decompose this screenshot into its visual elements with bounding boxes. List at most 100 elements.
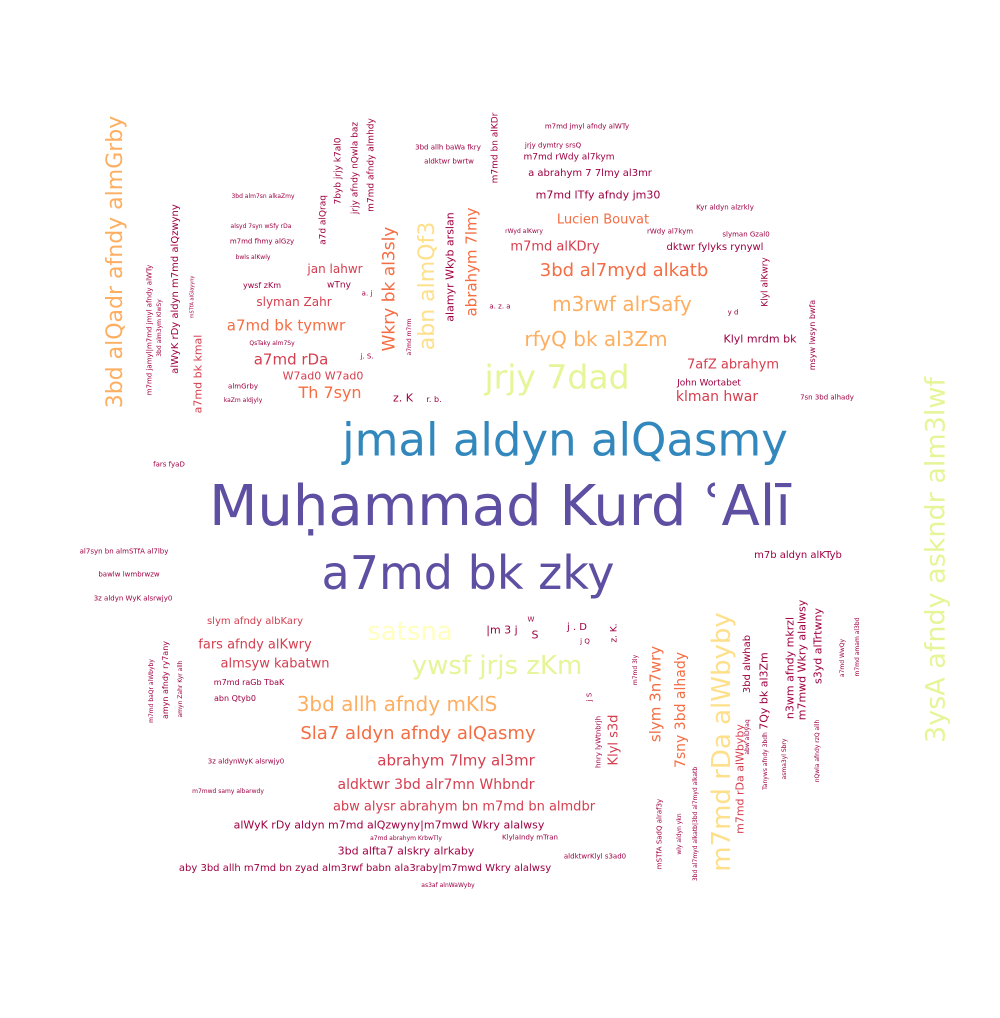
word-cloud-term: j. S. — [360, 352, 374, 361]
word-cloud-term: bwls alKwly — [235, 254, 271, 261]
word-cloud-term: 3z aldynWyK alsrwjy0 — [207, 757, 285, 766]
word-cloud-term: dktwr fylyks rynywl — [666, 242, 764, 253]
word-cloud-term: al7syn bn almSTfA al7lby — [79, 547, 169, 556]
word-cloud-term: 3bd alQadr afndy almGrby — [103, 115, 128, 409]
word-cloud-term: m7md rDa alWbyby — [707, 612, 737, 872]
word-cloud-term: rWyd alKwry — [505, 228, 543, 235]
word-cloud-term: Klyl s3d — [606, 714, 622, 766]
word-cloud-term: asma3yl Sbry — [781, 738, 788, 780]
word-cloud-term: m7mwd Wkry alalwsy — [795, 599, 809, 721]
word-cloud-term: amyn Zahr Kyr allh — [177, 660, 184, 718]
word-cloud-term: slyman Gzal0 — [722, 230, 770, 239]
word-cloud-term: |m 3 j — [486, 623, 518, 637]
word-cloud-term: m7md rWdy al7kym — [523, 152, 615, 163]
word-cloud-term: a7md bk kmal — [191, 334, 205, 414]
word-cloud-term: abn Qtyb0 — [214, 694, 256, 703]
word-cloud-term: m7md amam al3bd — [854, 617, 861, 677]
word-cloud-term: wly aldyn ykn — [676, 813, 683, 855]
word-cloud-term: jrjy afndy nQwla baz — [350, 121, 361, 215]
word-cloud-term: a7md WwQy — [839, 638, 846, 678]
word-cloud-term: z. K — [393, 391, 413, 405]
word-cloud-term: Kyr aldyn alzrkly — [696, 203, 754, 212]
word-cloud-term: KlylaIndy mTran — [502, 833, 558, 842]
word-cloud-term: s3yd alTrtwny — [811, 608, 825, 684]
word-cloud-term: ywsf zKm — [242, 281, 282, 290]
word-cloud-term: hnry lyWtnbrjh — [594, 715, 603, 769]
word-cloud-term: 7byb jrjy k7al0 — [333, 137, 344, 205]
word-cloud-term: mSTfA alGlayyny — [189, 275, 196, 319]
word-cloud-term: m7md lTfy afndy jm30 — [535, 188, 661, 202]
word-cloud-term: nQwla afndy rzQ allh — [814, 719, 821, 783]
word-cloud-term: Muḥammad Kurd ʿAlī — [209, 474, 791, 539]
word-cloud-term: 3bd alm3ym KlwSy — [156, 299, 163, 357]
word-cloud-term: alWyK rDy aldyn m7md alQzwyny|m7mwd Wkry… — [233, 818, 545, 832]
word-cloud-term: W — [527, 615, 535, 624]
word-cloud-term: alamyr Wkyb arslan — [443, 212, 457, 322]
word-cloud-term: abw alysr abrahym bn m7md bn almdbr — [332, 799, 596, 815]
word-cloud-term: fars fyaD — [153, 460, 185, 469]
word-cloud-term: jrjy 7dad — [484, 357, 630, 397]
word-cloud-term: 3z aldyn WyK alsrwjy0 — [93, 594, 173, 603]
word-cloud-term: 3ysA afndy askndr alm3lwf — [920, 377, 952, 743]
word-cloud-term: m7md bn alKDr — [490, 112, 501, 184]
word-cloud-term: aldktwrKlyl s3ad0 — [563, 852, 627, 861]
word-cloud-term: almsyw kabatwn — [220, 656, 330, 672]
word-cloud-term: kaZm aldjyly — [223, 397, 263, 404]
word-cloud-term: wTny — [327, 280, 351, 291]
word-cloud-term: j Q — [580, 637, 590, 646]
word-cloud-term: a7md bk tymwr — [226, 316, 346, 335]
word-cloud-term: amyn afndy ry7any — [161, 640, 170, 720]
word-cloud-term: slym afndy albKary — [206, 616, 304, 627]
word-cloud-term: a7d alQraq — [318, 195, 329, 245]
word-cloud-term: satsna — [367, 617, 453, 647]
word-cloud-term: 3bd alfta7 alskry alrkaby — [337, 844, 475, 858]
word-cloud-term: 7sn 3bd alhady — [800, 393, 854, 402]
word-cloud-term: alWyK rDy aldyn m7md alQzwyny — [170, 204, 181, 374]
word-cloud-term: ywsf jrjs zKm — [411, 651, 583, 681]
word-cloud-term: a. j — [361, 289, 373, 298]
word-cloud-term: j S — [585, 692, 594, 702]
word-cloud-term: Tanyws afndy 3bdh — [762, 732, 769, 790]
word-cloud-term: msyw lwsyn bwfa — [808, 299, 817, 371]
word-cloud-term: abw alDyaq — [744, 719, 751, 755]
word-cloud-term: slym 3n7wry — [646, 645, 665, 743]
word-cloud-term: W7ad0 W7ad0 — [282, 369, 364, 383]
word-cloud-term: John Wortabet — [677, 378, 741, 389]
word-cloud-term: jrjy dymtry srsQ — [524, 141, 582, 150]
word-cloud-term: jmal aldyn alQasmy — [342, 413, 788, 467]
word-cloud-term: aldktwr bwrtw — [424, 157, 474, 166]
word-cloud-term: m3rwf alrSafy — [552, 292, 692, 316]
word-cloud-term: m7md 3ly — [632, 654, 639, 686]
word-cloud-term: m7md fhmy alGzy — [229, 237, 295, 246]
word-cloud-term: m7md jamyl|m7md jmyl afndy alWTy — [145, 264, 154, 396]
word-cloud-term: r. b. — [426, 395, 442, 404]
word-cloud-term: m7mwd samy albarwdy — [192, 788, 264, 795]
word-cloud-term: a7md rDa — [253, 350, 329, 369]
word-cloud-term: Klyl alKwry — [760, 257, 771, 307]
word-cloud-term: j . D — [566, 622, 588, 633]
word-cloud-term: slyman Zahr — [256, 295, 332, 309]
word-cloud-term: a7md abrahym KrbwTly — [370, 835, 442, 842]
word-cloud-term: m7md alKDry — [510, 239, 600, 255]
word-cloud-term: 7afZ abrahym — [687, 357, 779, 373]
word-cloud-term: fars afndy alKwry — [198, 637, 312, 653]
word-cloud-term: alsyd 7syn wSfy rDa — [230, 223, 292, 230]
word-cloud-term: Th 7syn — [298, 383, 362, 402]
word-cloud-term: a abrahym 7 7lmy al3mr — [528, 168, 652, 179]
word-cloud-term: jan lahwr — [307, 262, 363, 276]
word-cloud-term: abn almQf3 — [415, 221, 440, 351]
word-cloud-term: 3bd alwhab — [742, 634, 753, 694]
word-cloud-term: 7Qy bk al3Zm — [757, 652, 771, 730]
word-cloud-term: Sla7 aldyn afndy alQasmy — [300, 723, 536, 744]
word-cloud-term: abrahym 7lmy — [462, 207, 481, 317]
word-cloud-term: a. z. a — [489, 302, 511, 311]
word-cloud-term: Lucien Bouvat — [556, 212, 650, 228]
word-cloud-term: QsTaky alm7Sy — [249, 340, 295, 347]
word-cloud-term: m7md raGb TbaK — [213, 678, 285, 687]
word-cloud-term: m7md jmyl afndy alWTy — [544, 122, 630, 131]
word-cloud-term: klman hwar — [675, 389, 759, 405]
word-cloud-term: m7md baQr alWbyby — [148, 659, 155, 723]
word-cloud-term: as3af alnWaWyby — [421, 882, 475, 889]
word-cloud-term: n3wm afndy mkrzl — [783, 616, 797, 720]
